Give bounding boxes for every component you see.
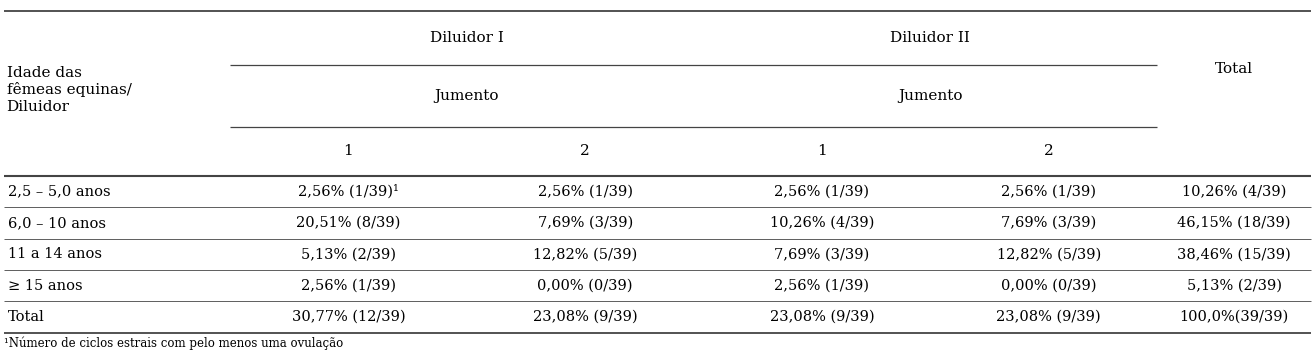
Text: 6,0 – 10 anos: 6,0 – 10 anos bbox=[8, 216, 107, 230]
Text: 10,26% (4/39): 10,26% (4/39) bbox=[769, 216, 874, 230]
Text: Total: Total bbox=[1215, 62, 1253, 76]
Text: 100,0%(39/39): 100,0%(39/39) bbox=[1180, 310, 1289, 324]
Text: 23,08% (9/39): 23,08% (9/39) bbox=[997, 310, 1101, 324]
Text: 2,5 – 5,0 anos: 2,5 – 5,0 anos bbox=[8, 185, 110, 199]
Text: 0,00% (0/39): 0,00% (0/39) bbox=[538, 279, 633, 293]
Text: 1: 1 bbox=[343, 144, 354, 158]
Text: 12,82% (5/39): 12,82% (5/39) bbox=[997, 247, 1101, 261]
Text: 2,56% (1/39)¹: 2,56% (1/39)¹ bbox=[299, 184, 398, 199]
Text: 2,56% (1/39): 2,56% (1/39) bbox=[775, 185, 869, 199]
Text: Diluidor II: Diluidor II bbox=[890, 31, 970, 45]
Text: 11 a 14 anos: 11 a 14 anos bbox=[8, 247, 101, 261]
Text: 10,26% (4/39): 10,26% (4/39) bbox=[1182, 185, 1286, 199]
Text: 38,46% (15/39): 38,46% (15/39) bbox=[1177, 247, 1291, 261]
Text: 7,69% (3/39): 7,69% (3/39) bbox=[775, 247, 869, 261]
Text: 2,56% (1/39): 2,56% (1/39) bbox=[538, 185, 633, 199]
Text: 2,56% (1/39): 2,56% (1/39) bbox=[1001, 185, 1097, 199]
Text: Jumento: Jumento bbox=[898, 89, 963, 103]
Text: Total: Total bbox=[8, 310, 45, 324]
Text: 0,00% (0/39): 0,00% (0/39) bbox=[1001, 279, 1097, 293]
Text: Idade das
fêmeas equinas/
Diluidor: Idade das fêmeas equinas/ Diluidor bbox=[7, 66, 132, 114]
Text: 5,13% (2/39): 5,13% (2/39) bbox=[1186, 279, 1282, 293]
Text: 7,69% (3/39): 7,69% (3/39) bbox=[1001, 216, 1097, 230]
Text: 2: 2 bbox=[580, 144, 590, 158]
Text: 23,08% (9/39): 23,08% (9/39) bbox=[533, 310, 638, 324]
Text: 7,69% (3/39): 7,69% (3/39) bbox=[538, 216, 633, 230]
Text: 2,56% (1/39): 2,56% (1/39) bbox=[775, 279, 869, 293]
Text: 5,13% (2/39): 5,13% (2/39) bbox=[301, 247, 396, 261]
Text: Diluidor I: Diluidor I bbox=[430, 31, 504, 45]
Text: 2: 2 bbox=[1044, 144, 1053, 158]
Text: ≥ 15 anos: ≥ 15 anos bbox=[8, 279, 83, 293]
Text: 2,56% (1/39): 2,56% (1/39) bbox=[301, 279, 396, 293]
Text: 12,82% (5/39): 12,82% (5/39) bbox=[533, 247, 638, 261]
Text: 46,15% (18/39): 46,15% (18/39) bbox=[1177, 216, 1291, 230]
Text: 30,77% (12/39): 30,77% (12/39) bbox=[292, 310, 405, 324]
Text: 20,51% (8/39): 20,51% (8/39) bbox=[296, 216, 401, 230]
Text: 23,08% (9/39): 23,08% (9/39) bbox=[769, 310, 874, 324]
Text: ¹Número de ciclos estrais com pelo menos uma ovulação: ¹Número de ciclos estrais com pelo menos… bbox=[4, 336, 343, 350]
Text: 1: 1 bbox=[817, 144, 827, 158]
Text: Jumento: Jumento bbox=[434, 89, 500, 103]
